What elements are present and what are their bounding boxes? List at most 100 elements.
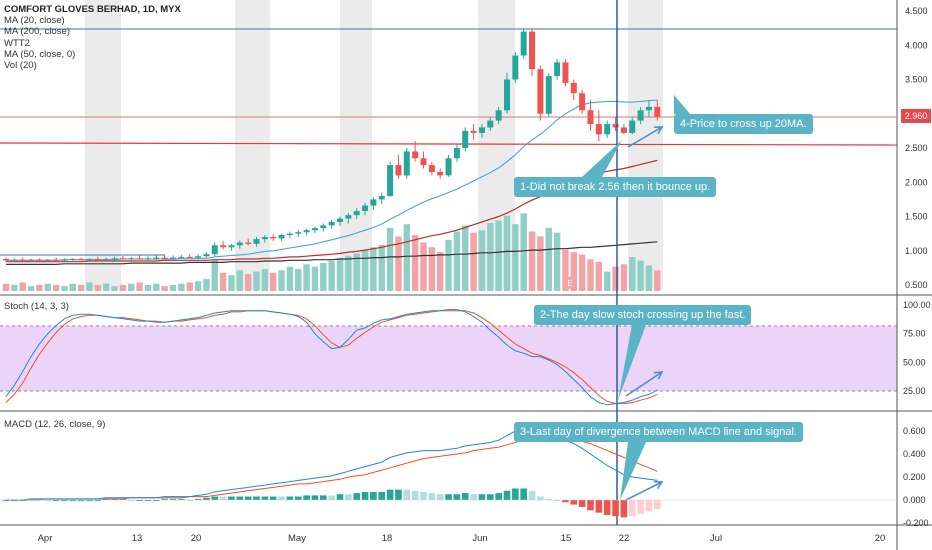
stoch-k-line [5,309,658,406]
time-tick-label: Jun [472,533,487,544]
macd-histogram-bar [654,500,661,510]
macd-histogram-bar [27,498,35,500]
macd-histogram-bar [311,495,319,500]
arrow-price [627,126,663,148]
macd-tick-label: 0.600 [903,426,926,436]
candle-body [353,211,360,216]
candle-body [620,127,627,133]
price-tick-label: 1.000 [905,246,928,256]
candle-body [437,171,444,176]
macd-histogram-bar [52,500,60,501]
macd-histogram-bar [520,488,527,500]
volume-bar [203,278,210,291]
macd-histogram-bar [328,495,335,500]
volume-bar [303,264,310,291]
candle-body [103,258,110,260]
candle-body [44,259,51,261]
macd-histogram-bar [595,500,603,513]
macd-histogram-bar [461,493,469,500]
candle-body [562,62,569,83]
time-tick-label: 15 [561,533,572,544]
candle-body [504,79,510,111]
volume-bar [328,260,335,291]
macd-histogram-bar [603,500,611,515]
volume-bar [111,286,118,291]
stoch-band [0,326,897,391]
candle-body [311,228,318,231]
macd-histogram-bar [77,500,85,501]
macd-histogram-bar [512,488,519,500]
stoch-tick-label: 25.00 [903,386,926,396]
candle-body [69,258,76,260]
volume-bar [169,284,177,291]
volume-bar [77,284,85,291]
candle-body [220,245,227,248]
volume-bar [428,247,436,291]
legend-ma50: MA (50, close, 0) [4,48,76,60]
arrow-macd [625,481,663,501]
macd-histogram-bar [495,493,502,500]
price-tick-label: 2.500 [905,143,928,153]
macd-histogram-bar [503,490,511,500]
macd-histogram-bar [395,489,402,500]
legend-vol: Vol (20) [4,60,37,72]
candle-body [286,233,293,235]
macd-histogram-bar [278,496,285,500]
macd-histogram-bar [194,498,202,500]
chart-title: COMFORT GLOVES BERHAD, 1D, MYX [4,4,181,15]
volume-bar [470,232,477,291]
candle-body [378,195,385,200]
candle-body [337,218,343,222]
volume-bar [186,282,193,291]
candle-body [111,258,118,260]
macd-tick-label: 0.200 [903,472,926,482]
volume-bar [61,286,68,291]
macd-histogram-bar [478,494,486,500]
macd-histogram-bar [127,500,135,501]
candle-body [144,258,151,260]
macd-histogram-bar [94,500,102,501]
candle-body [195,256,202,258]
stoch-tick-label: 100.00 [903,300,931,310]
candle-body [579,93,586,111]
candle-body [236,242,243,246]
volume-bar [495,220,502,291]
volume-bar [453,231,461,291]
stoch-tick-label: 50.00 [903,357,926,367]
macd-tick-label: -0.200 [903,518,929,528]
macd-histogram-bar [470,494,477,500]
volume-bar [11,284,18,291]
annotation-3: 3-Last day of divergence between MACD li… [514,422,803,442]
candle-body [119,258,126,260]
candle-body [136,258,143,260]
volume-bar [261,269,269,291]
volume-bar [487,223,494,291]
candle-body [453,148,460,159]
volume-bar [153,283,160,291]
volume-bar [161,286,168,291]
candle-body [420,158,427,166]
candle-body [545,76,552,114]
arrow-stoch [625,371,663,397]
macd-histogram-bar [587,500,594,511]
candle-body [629,120,636,133]
price-tick-label: 3.500 [905,75,928,85]
macd-histogram-bar [445,494,452,500]
macd-histogram-bar [353,493,360,500]
volume-bar [437,252,444,291]
macd-histogram-bar [545,498,553,500]
macd-histogram-bar [336,494,344,500]
macd-histogram-bar [178,498,185,500]
arrow-stoch-head [653,371,664,380]
candle-body [328,221,335,226]
candle-body [295,232,302,234]
volume-bar [128,283,135,291]
stoch-label: Stoch (14, 3, 3) [4,301,69,312]
macd-histogram-bar [428,493,436,500]
time-tick-label: Jul [710,533,722,544]
candle-body [487,120,494,128]
macd-histogram-bar [219,496,227,500]
volume-bar [2,283,10,291]
candle-body [537,69,544,114]
candle-body [86,258,93,260]
